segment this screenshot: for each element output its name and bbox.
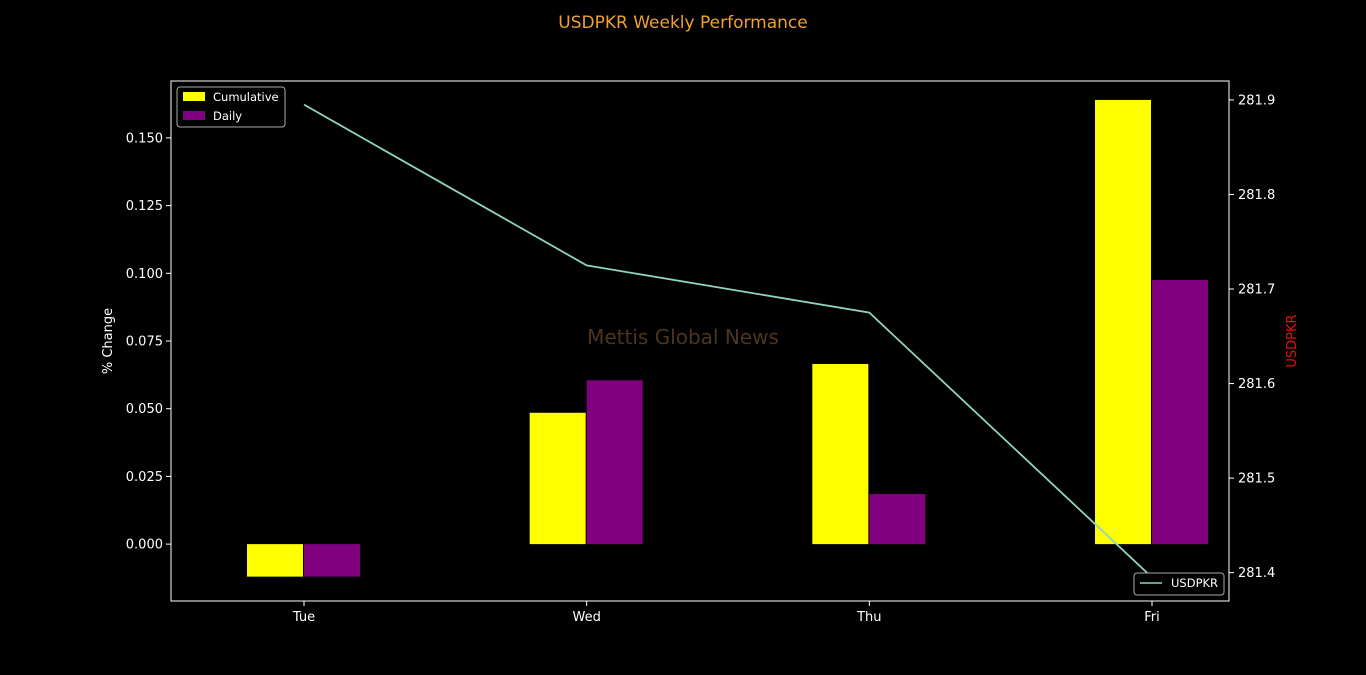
x-tick-label-tue: Tue bbox=[292, 610, 315, 625]
y-tick-label-left: 0.000 bbox=[126, 538, 163, 553]
chart-title: USDPKR Weekly Performance bbox=[558, 13, 807, 33]
x-tick-label-wed: Wed bbox=[572, 610, 600, 625]
bar-cumulative-tue bbox=[247, 544, 303, 577]
y-axis-label-left: % Change bbox=[101, 308, 116, 374]
legend-label-usdpkr: USDPKR bbox=[1171, 576, 1218, 590]
y-tick-label-right: 281.6 bbox=[1238, 377, 1275, 392]
x-tick-label-thu: Thu bbox=[856, 610, 881, 625]
y-tick-label-left: 0.150 bbox=[126, 131, 163, 146]
bar-cumulative-thu bbox=[812, 364, 869, 545]
bar-daily-tue bbox=[304, 544, 360, 577]
y-tick-label-left: 0.075 bbox=[126, 335, 163, 350]
legend-swatch-daily bbox=[183, 111, 205, 120]
bar-cumulative-fri bbox=[1095, 99, 1151, 545]
bar-daily-fri bbox=[1152, 280, 1208, 545]
legend-label-cumulative: Cumulative bbox=[213, 90, 279, 104]
y-tick-label-left: 0.050 bbox=[126, 402, 163, 417]
legend-swatch-cumulative bbox=[183, 92, 205, 101]
y-tick-label-right: 281.9 bbox=[1238, 93, 1275, 108]
y-tick-label-right: 281.7 bbox=[1238, 283, 1275, 298]
y-tick-label-right: 281.8 bbox=[1238, 188, 1275, 203]
legend-line: USDPKR bbox=[1133, 572, 1225, 596]
line-usdpkr bbox=[303, 103, 1153, 579]
y-tick-label-right: 281.5 bbox=[1238, 472, 1275, 487]
y-tick-label-left: 0.125 bbox=[126, 199, 163, 214]
plot-area: 0.000 0.025 0.050 0.075 0.100 0.125 0.150 281.4… bbox=[126, 80, 1275, 625]
y-tick-label-left: 0.025 bbox=[126, 470, 163, 485]
y-tick-label-right: 281.4 bbox=[1238, 566, 1275, 581]
bar-daily-wed bbox=[586, 380, 643, 545]
legend-label-daily: Daily bbox=[213, 109, 242, 123]
bar-cumulative-wed bbox=[529, 412, 586, 545]
x-tick-label-fri: Fri bbox=[1144, 610, 1160, 625]
legend-bars: Cumulative Daily bbox=[176, 86, 286, 128]
y-tick-label-left: 0.100 bbox=[126, 267, 163, 282]
watermark: Mettis Global News bbox=[587, 325, 779, 349]
bar-daily-thu bbox=[869, 494, 926, 545]
y-axis-label-right: USDPKR bbox=[1285, 314, 1300, 367]
